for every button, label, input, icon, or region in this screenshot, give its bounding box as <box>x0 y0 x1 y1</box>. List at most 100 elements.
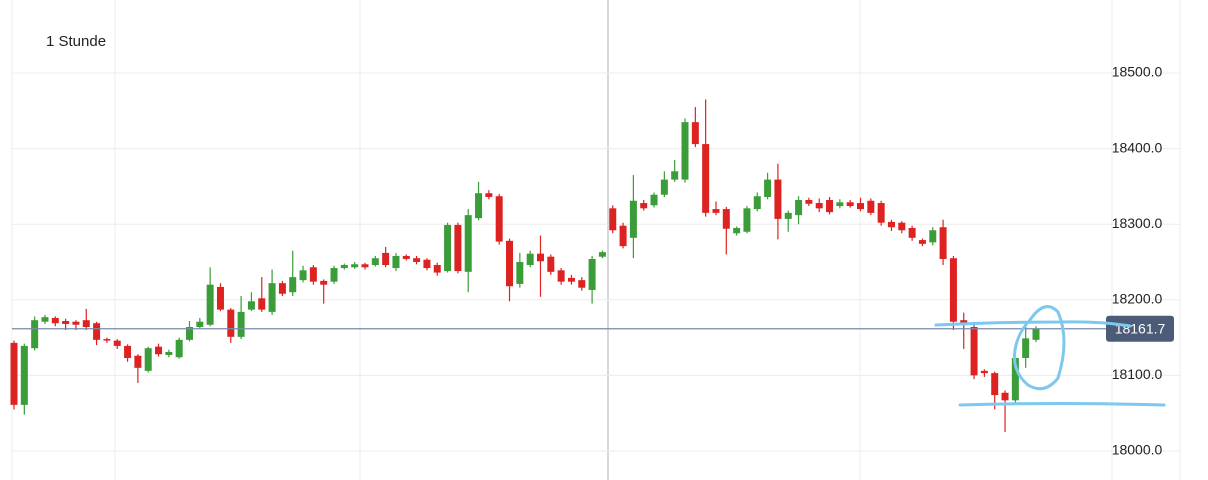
candle-body <box>454 224 462 272</box>
candle-body <box>361 264 369 268</box>
candle-body <box>846 202 854 207</box>
drawn-line <box>934 320 1132 328</box>
candle-body <box>330 268 338 282</box>
candle-body <box>464 215 472 272</box>
y-tick-label: 18300.0 <box>1112 215 1163 231</box>
candle-body <box>949 258 957 322</box>
candle-body <box>578 280 586 288</box>
candle-body <box>165 351 173 355</box>
candle-body <box>41 317 49 322</box>
candle-body <box>423 259 431 269</box>
candle-body <box>815 203 823 209</box>
candle-body <box>113 340 121 346</box>
candle-body <box>124 345 132 358</box>
y-tick-label: 18100.0 <box>1112 366 1163 382</box>
candle-body <box>516 261 524 284</box>
candle-body <box>413 258 421 262</box>
candle-body <box>588 258 596 290</box>
candle-body <box>433 265 441 273</box>
candle-body <box>826 200 834 213</box>
candle-body <box>980 370 988 374</box>
candle-body <box>175 339 183 358</box>
candle-body <box>237 311 245 337</box>
candle-body <box>227 309 235 337</box>
candle-body <box>733 227 741 234</box>
candle-body <box>650 194 658 206</box>
candle-body <box>877 203 885 223</box>
candle-body <box>526 253 534 266</box>
candle-body <box>382 252 390 266</box>
candle-body <box>20 345 28 405</box>
candle-body <box>185 327 193 340</box>
candle-body <box>10 342 18 405</box>
y-tick-label: 18400.0 <box>1112 139 1163 155</box>
candle-body <box>340 265 348 269</box>
drawn-circle <box>1013 305 1066 391</box>
candle-body <box>82 320 90 328</box>
candle-body <box>402 255 410 259</box>
candle-body <box>268 283 276 312</box>
candle-body <box>196 321 204 328</box>
candle-body <box>960 320 968 324</box>
candle-body <box>103 339 111 341</box>
candle-body <box>929 230 937 243</box>
candle-body <box>887 221 895 228</box>
candle-body <box>867 200 875 213</box>
candle-body <box>691 122 699 145</box>
candle-body <box>536 253 544 262</box>
candle-body <box>1001 392 1009 401</box>
candle-body <box>681 122 689 180</box>
candle-body <box>72 321 80 325</box>
candle-body <box>62 320 70 324</box>
candle-body <box>795 200 803 216</box>
candle-body <box>609 208 617 231</box>
annotation <box>934 305 1166 407</box>
candle-body <box>908 227 916 238</box>
candle-body <box>1011 357 1019 401</box>
candle-body <box>784 212 792 219</box>
candle-body <box>495 196 503 242</box>
y-tick-label: 18500.0 <box>1112 64 1163 80</box>
candle-body <box>1032 328 1040 340</box>
candle-body <box>660 179 668 195</box>
candle-body <box>836 202 844 207</box>
candle-body <box>206 284 214 325</box>
drawn-line <box>958 402 1166 407</box>
candle-body <box>144 348 152 371</box>
candle-body <box>567 277 575 282</box>
last-price: 18161.7 <box>12 315 1174 342</box>
candle-body <box>278 283 286 294</box>
candle-body <box>485 193 493 197</box>
candle-body <box>299 270 307 281</box>
candle-body <box>506 240 514 287</box>
candle-body <box>320 280 328 285</box>
candle-body <box>371 258 379 266</box>
candle-body <box>258 298 266 310</box>
candle-body <box>898 222 906 231</box>
y-tick-label: 18000.0 <box>1112 442 1163 458</box>
candle-body <box>475 193 483 219</box>
candle-body <box>216 286 224 310</box>
price-box <box>1106 315 1174 342</box>
candle-body <box>351 264 359 268</box>
candle-body <box>51 317 59 324</box>
candle-body <box>134 355 142 368</box>
candle-body <box>918 240 926 244</box>
candle-body <box>774 179 782 219</box>
candle-body <box>640 203 648 209</box>
candle-body <box>247 301 255 310</box>
candle-body <box>991 373 999 396</box>
candle-body <box>939 227 947 259</box>
candle-body <box>857 203 865 210</box>
candle-body <box>547 256 555 272</box>
price-label: 18161.7 <box>1115 320 1166 336</box>
candle-body <box>289 277 297 293</box>
period-label: 1 Stunde <box>46 33 106 50</box>
candle-body <box>598 252 606 257</box>
candle-body <box>722 209 730 229</box>
y-tick-label: 18200.0 <box>1112 290 1163 306</box>
candle-body <box>702 144 710 213</box>
candle-body <box>671 171 679 180</box>
candle-body <box>392 255 400 269</box>
